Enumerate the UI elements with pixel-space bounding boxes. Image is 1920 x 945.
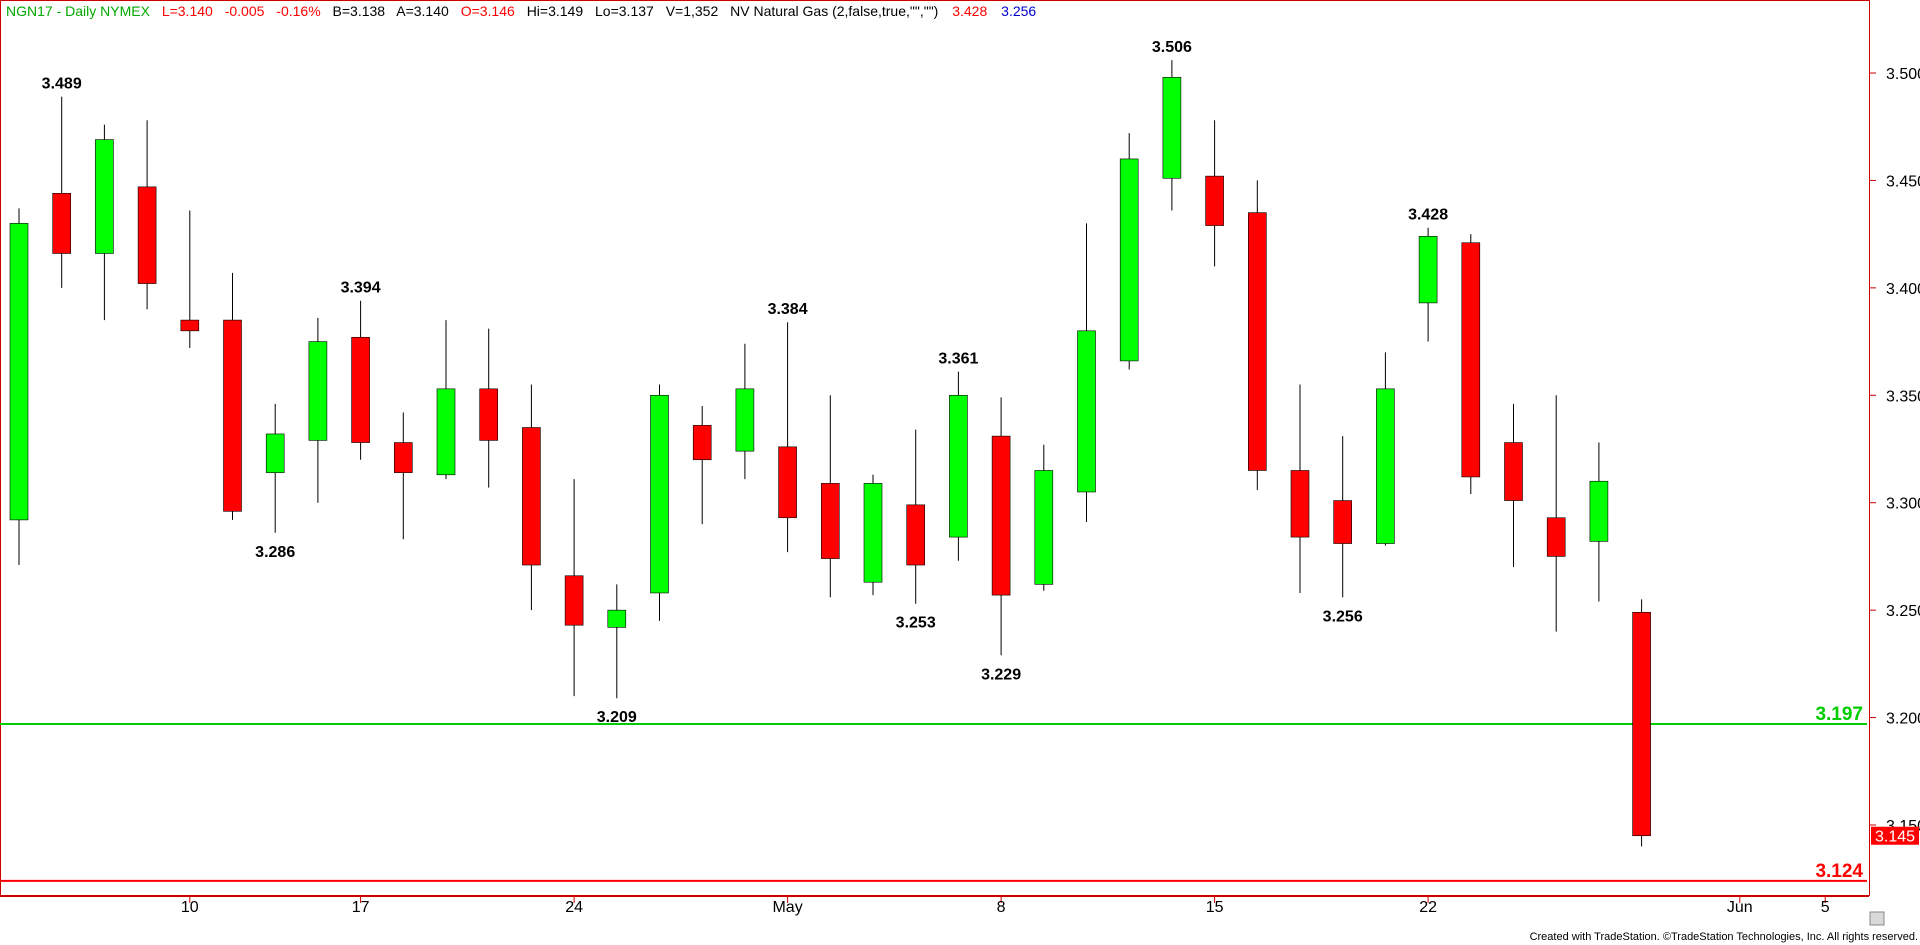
y-tick-label: 3.500	[1886, 66, 1920, 83]
candle-body-down	[1546, 517, 1566, 557]
candles	[9, 60, 1651, 847]
candle-body-up	[949, 394, 968, 538]
candle-body-down	[991, 435, 1011, 596]
price-annotation: 3.209	[597, 709, 637, 726]
last-price-box	[1871, 826, 1919, 845]
candle-body-down	[223, 319, 242, 512]
candle-body-up	[95, 139, 114, 254]
candle-body-down	[479, 388, 499, 441]
x-tick-label: 5	[1821, 899, 1830, 916]
x-tick-label: 17	[352, 899, 370, 916]
scroll-handle[interactable]	[1869, 911, 1885, 926]
legend-text: NGN17 - Daily NYMEX L=3.140 -0.005 -0.16…	[6, 3, 1036, 19]
legend-bid: B=3.138	[333, 3, 386, 19]
candle-body-up	[1034, 470, 1054, 585]
x-tick-label: May	[772, 899, 802, 916]
candle-body-up	[436, 388, 456, 476]
candle-body-down	[820, 483, 840, 559]
y-tick-label: 3.350	[1886, 388, 1920, 405]
candle-body-up	[1119, 158, 1139, 362]
price-annotation: 3.394	[341, 280, 381, 297]
candle-body-down	[1632, 611, 1651, 837]
x-tick-label: 24	[565, 899, 583, 916]
x-tick-label: 15	[1206, 899, 1224, 916]
x-tick-label: Jun	[1727, 899, 1753, 916]
candle-body-up	[735, 388, 755, 452]
x-tick-label: 10	[181, 899, 199, 916]
candle-body-up	[1418, 235, 1438, 304]
candle-body-up	[1077, 330, 1096, 493]
candle-body-down	[1205, 175, 1224, 226]
candle-body-down	[393, 442, 413, 473]
legend-pct: -0.16%	[276, 3, 320, 19]
price-annotation: 3.256	[1323, 608, 1363, 625]
candle-body-up	[265, 433, 285, 473]
price-annotation: 3.286	[255, 544, 295, 561]
candle-body-down	[137, 186, 157, 284]
y-axis: 3.5003.4503.4003.3503.3003.2503.2003.150…	[1869, 66, 1920, 846]
candle-body-down	[180, 319, 200, 332]
candle-body-down	[906, 504, 926, 566]
y-tick-label: 3.300	[1886, 496, 1920, 513]
price-annotation: 3.489	[42, 76, 82, 93]
y-tick-label: 3.400	[1886, 281, 1920, 298]
candle-body-up	[1376, 388, 1395, 544]
candle-body-down	[564, 575, 584, 626]
legend-last: L=3.140	[162, 3, 213, 19]
candle-body-up	[607, 609, 627, 628]
horizontal-lines: 3.197 3.124	[0, 704, 1867, 882]
candle-body-down	[52, 193, 72, 254]
y-tick-label: 3.250	[1886, 603, 1920, 620]
candle-body-down	[351, 336, 370, 443]
last-price-label: 3.145	[1875, 829, 1915, 846]
level-label: 3.197	[1815, 704, 1863, 725]
x-axis: 10 17 24 May 8 15 22 Jun 5	[181, 896, 1830, 916]
candle-body-up	[1162, 76, 1182, 179]
footer-credit: Created with TradeStation. ©TradeStation…	[1530, 931, 1918, 943]
price-annotation: 3.506	[1152, 39, 1192, 56]
level-label: 3.124	[1815, 861, 1863, 882]
legend-open: O=3.146	[461, 3, 515, 19]
y-tick-label: 3.200	[1886, 711, 1920, 728]
legend-high: Hi=3.149	[527, 3, 584, 19]
y-tick-label: 3.450	[1886, 173, 1920, 190]
price-annotation: 3.428	[1408, 207, 1448, 224]
x-tick-label: 22	[1419, 899, 1437, 916]
legend-volume: V=1,352	[666, 3, 719, 19]
candle-body-up	[308, 341, 328, 441]
candle-body-up	[9, 223, 29, 521]
candle-body-down	[1333, 500, 1352, 544]
x-tick-label: 8	[997, 899, 1006, 916]
legend-low: Lo=3.137	[595, 3, 654, 19]
price-annotation: 3.253	[896, 615, 936, 632]
price-annotation: 3.229	[981, 666, 1021, 683]
legend-study-val2: 3.256	[1001, 3, 1036, 19]
legend-study-val1: 3.428	[952, 3, 987, 19]
candle-body-up	[863, 483, 883, 583]
candle-body-up	[1589, 480, 1609, 542]
price-annotation: 3.361	[938, 351, 978, 368]
annotations: 3.489 3.394 3.286 3.209 3.384 3.253 3.361 3.229…	[42, 39, 1449, 726]
candle-body-down	[1248, 212, 1267, 471]
candle-body-up	[650, 394, 669, 594]
legend-study: NV Natural Gas (2,false,true,"","")	[730, 3, 938, 19]
price-annotation: 3.384	[768, 301, 808, 318]
legend-change: -0.005	[225, 3, 265, 19]
candle-body-down	[778, 446, 797, 519]
candle-body-down	[692, 425, 712, 461]
candle-body-down	[1504, 442, 1523, 501]
candle-body-down	[1461, 242, 1481, 478]
legend-symbol: NGN17 - Daily NYMEX	[6, 3, 151, 19]
legend-ask: A=3.140	[396, 3, 449, 19]
candle-body-down	[522, 427, 541, 566]
candle-body-down	[1290, 470, 1310, 538]
